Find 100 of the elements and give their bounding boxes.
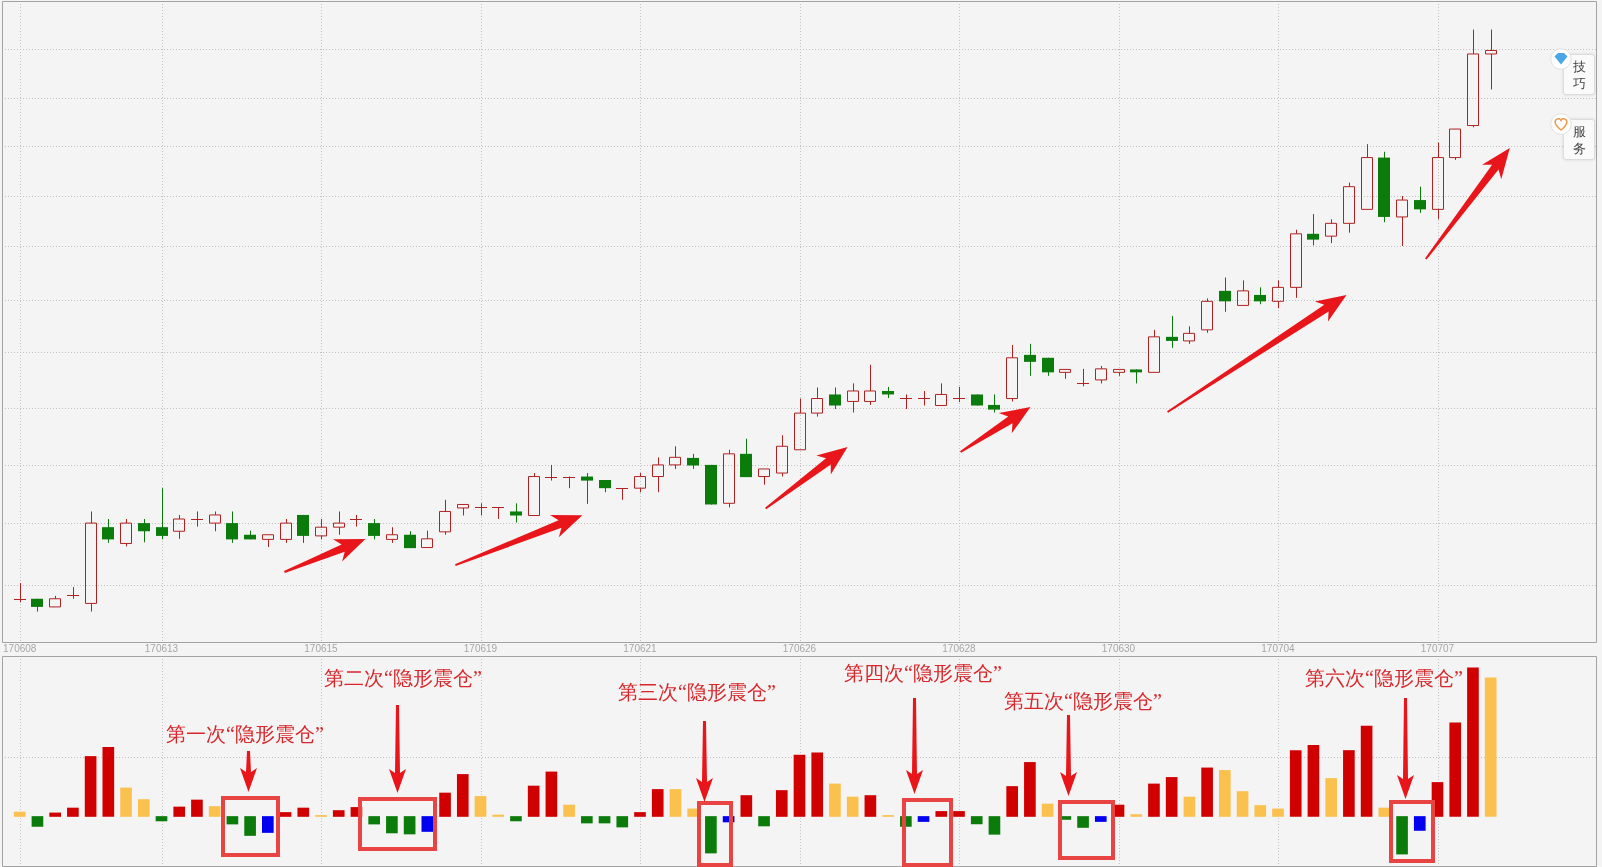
bar bbox=[262, 816, 274, 833]
candlestick bbox=[952, 386, 966, 403]
candlestick bbox=[349, 514, 363, 528]
candlestick bbox=[1024, 343, 1036, 377]
bar bbox=[102, 747, 115, 817]
bar bbox=[84, 756, 97, 817]
candlestick bbox=[740, 438, 752, 478]
bar bbox=[1006, 786, 1018, 817]
bar bbox=[1130, 814, 1143, 817]
bar bbox=[846, 796, 859, 817]
bar bbox=[297, 807, 310, 817]
candlestick bbox=[1361, 143, 1373, 210]
candlestick bbox=[368, 518, 380, 540]
bar bbox=[1041, 803, 1054, 817]
candlestick bbox=[190, 510, 204, 528]
candlestick bbox=[1307, 213, 1319, 246]
bar bbox=[775, 790, 788, 817]
x-tick-label: 170630 bbox=[1101, 642, 1136, 654]
candlestick bbox=[297, 514, 309, 544]
bar bbox=[456, 774, 469, 817]
bar bbox=[581, 816, 593, 824]
x-tick-label: 170613 bbox=[144, 642, 179, 654]
bar bbox=[403, 816, 416, 835]
bar bbox=[634, 812, 646, 817]
candlestick bbox=[1076, 368, 1090, 387]
annotation: 第三次“隐形震仓” bbox=[618, 681, 776, 703]
bar bbox=[829, 783, 841, 817]
candlestick bbox=[1449, 128, 1461, 161]
candlestick bbox=[85, 510, 97, 613]
bar bbox=[67, 807, 79, 817]
bar bbox=[208, 806, 221, 817]
candlestick bbox=[917, 390, 931, 407]
candlestick bbox=[1414, 186, 1426, 214]
candlestick bbox=[1432, 141, 1444, 220]
bar bbox=[953, 811, 965, 817]
candlestick bbox=[581, 472, 593, 505]
bar bbox=[793, 754, 806, 817]
bar bbox=[13, 811, 26, 817]
bar bbox=[191, 799, 203, 817]
candlestick bbox=[1059, 368, 1071, 380]
candlestick bbox=[829, 386, 841, 410]
bar bbox=[1413, 816, 1426, 831]
bar bbox=[173, 806, 186, 817]
bar bbox=[279, 812, 292, 817]
bar bbox=[1343, 750, 1355, 817]
candlestick bbox=[491, 506, 505, 520]
bar bbox=[1236, 791, 1249, 817]
candlestick bbox=[138, 518, 150, 543]
candlestick bbox=[1166, 315, 1178, 349]
bar bbox=[705, 816, 717, 854]
candlestick bbox=[811, 386, 823, 418]
bar bbox=[1360, 725, 1373, 817]
bar bbox=[758, 816, 770, 827]
bar bbox=[1307, 745, 1320, 817]
bar bbox=[1484, 677, 1497, 817]
bar bbox=[935, 811, 948, 817]
candlestick bbox=[474, 502, 488, 517]
candlestick bbox=[935, 382, 947, 407]
candlestick bbox=[1113, 368, 1125, 377]
candlestick bbox=[864, 364, 876, 406]
bar bbox=[1201, 767, 1213, 817]
x-tick-label: 170608 bbox=[3, 642, 37, 654]
bar bbox=[226, 816, 239, 825]
bar bbox=[137, 799, 150, 817]
annotation: 第一次“隐形震仓” bbox=[166, 723, 324, 745]
candlestick bbox=[510, 502, 522, 524]
candlestick bbox=[988, 393, 1000, 414]
bar bbox=[545, 771, 558, 817]
bar bbox=[1165, 777, 1178, 817]
x-tick-label: 170707 bbox=[1420, 642, 1455, 654]
bar bbox=[31, 816, 44, 827]
bar bbox=[474, 796, 487, 817]
bar bbox=[1094, 816, 1107, 822]
annotation: 第二次“隐形震仓” bbox=[324, 667, 482, 689]
candlestick bbox=[1219, 276, 1231, 313]
bar bbox=[1024, 762, 1036, 817]
candlestick bbox=[1485, 29, 1497, 90]
bar bbox=[120, 787, 132, 817]
bar bbox=[527, 785, 540, 817]
x-tick-label: 170615 bbox=[304, 642, 339, 654]
bar bbox=[1396, 816, 1408, 855]
annotation: 第五次“隐形震仓” bbox=[1004, 690, 1162, 712]
bar bbox=[1077, 816, 1089, 828]
bar bbox=[811, 752, 824, 817]
bar bbox=[669, 789, 682, 817]
candlestick bbox=[13, 582, 27, 603]
bar bbox=[917, 816, 930, 822]
candlestick bbox=[758, 468, 770, 486]
x-tick-label: 170621 bbox=[623, 642, 658, 654]
candlestick bbox=[615, 487, 629, 501]
bar bbox=[616, 816, 629, 828]
bar bbox=[155, 816, 168, 822]
bar bbox=[988, 816, 1001, 835]
bar bbox=[332, 810, 345, 817]
bar bbox=[244, 816, 256, 836]
x-tick-label: 170626 bbox=[782, 642, 817, 654]
bar bbox=[598, 816, 611, 824]
candlestick bbox=[439, 499, 451, 536]
candlestick bbox=[544, 464, 558, 482]
bar bbox=[1449, 722, 1462, 817]
